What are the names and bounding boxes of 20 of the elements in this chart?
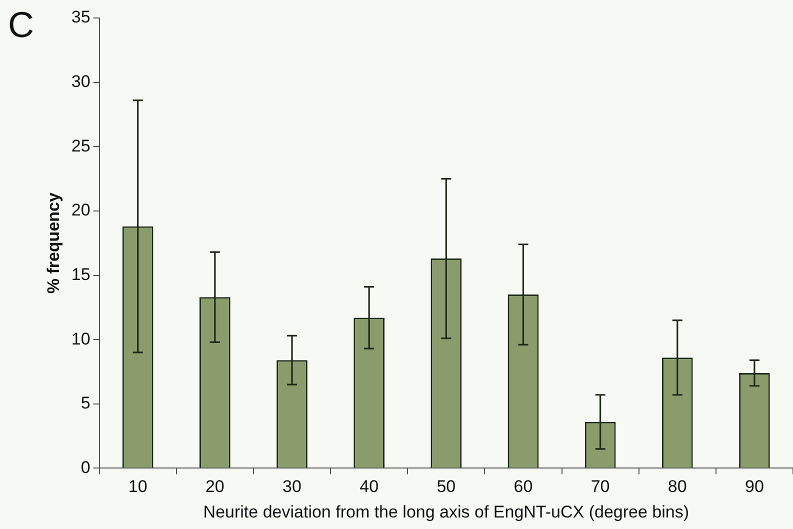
y-tick-label: 0 [80, 458, 90, 477]
x-axis-title: Neurite deviation from the long axis of EngNT-uCX (degree bins) [203, 502, 689, 522]
x-tick-label: 70 [590, 477, 610, 496]
y-tick-label: 10 [71, 329, 90, 348]
y-tick-label: 20 [71, 200, 90, 220]
x-tick-label: 10 [128, 477, 148, 496]
y-tick-label: 25 [71, 136, 90, 156]
y-tick-label: 30 [71, 72, 90, 91]
y-tick-label: 15 [71, 264, 90, 284]
x-tick-label: 90 [745, 477, 764, 496]
y-tick-label: 35 [71, 8, 90, 27]
y-tick-label: 5 [80, 394, 90, 413]
y-axis-title: % frequency [44, 192, 63, 294]
x-tick-label: 20 [205, 477, 224, 496]
x-tick-label: 40 [360, 477, 379, 496]
x-tick-label: 60 [514, 477, 533, 496]
text: C [8, 4, 34, 46]
x-tick-label: 30 [282, 477, 302, 496]
x-tick-label: 50 [436, 477, 456, 496]
x-tick-label: 80 [668, 477, 687, 496]
